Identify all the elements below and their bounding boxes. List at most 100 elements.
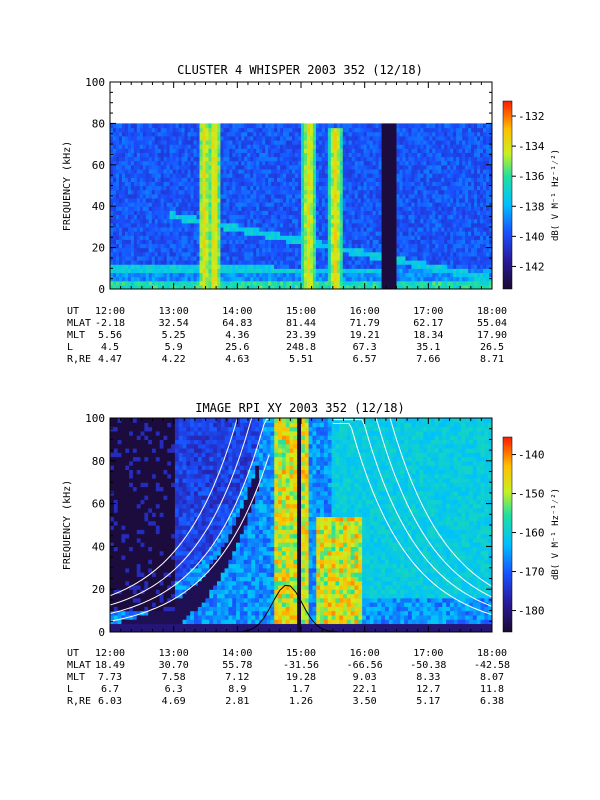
heatmap-cell bbox=[151, 247, 156, 253]
heatmap-cell bbox=[324, 284, 329, 289]
heatmap-cell bbox=[318, 206, 323, 211]
heatmap-cell bbox=[193, 197, 198, 203]
heatmap-cell bbox=[450, 173, 454, 178]
heatmap-cell bbox=[238, 247, 242, 253]
heatmap-cell bbox=[190, 144, 195, 149]
heatmap-cell bbox=[339, 206, 344, 211]
heatmap-cell bbox=[127, 156, 132, 162]
heatmap-cell bbox=[405, 189, 410, 195]
heatmap-cell bbox=[399, 127, 404, 133]
heatmap-cell bbox=[211, 206, 216, 211]
heatmap-cell bbox=[160, 156, 165, 162]
heatmap-cell bbox=[157, 152, 162, 158]
heatmap-cell bbox=[306, 214, 311, 220]
heatmap-cell bbox=[112, 264, 117, 269]
heatmap-cell bbox=[118, 189, 123, 195]
heatmap-cell bbox=[244, 160, 248, 166]
heatmap-cell bbox=[265, 276, 269, 282]
heatmap-cell bbox=[145, 226, 150, 232]
heatmap-cell bbox=[432, 268, 436, 274]
heatmap-cell bbox=[474, 239, 478, 245]
heatmap-cell bbox=[411, 164, 415, 170]
heatmap-cell bbox=[166, 206, 171, 211]
heatmap-cell bbox=[265, 226, 269, 232]
heatmap-cell bbox=[115, 268, 120, 274]
heatmap-cell bbox=[205, 144, 210, 149]
heatmap-cell bbox=[292, 239, 296, 245]
heatmap-cell bbox=[363, 139, 368, 145]
heatmap-cell bbox=[283, 260, 287, 265]
heatmap-cell bbox=[130, 210, 135, 216]
heatmap-cell bbox=[435, 218, 439, 224]
heatmap-cell bbox=[208, 231, 213, 236]
heatmap-cell bbox=[402, 144, 407, 149]
heatmap-cell bbox=[411, 197, 415, 203]
heatmap-cell bbox=[244, 206, 248, 211]
heatmap-cell bbox=[360, 185, 365, 191]
heatmap-cell bbox=[121, 280, 126, 286]
heatmap-cell bbox=[274, 152, 278, 158]
heatmap-cell bbox=[283, 272, 287, 278]
heatmap-cell bbox=[181, 264, 186, 269]
heatmap-cell bbox=[247, 127, 251, 133]
heatmap-cell bbox=[369, 197, 374, 203]
heatmap-cell bbox=[163, 206, 168, 211]
heatmap-cell bbox=[142, 276, 147, 282]
heatmap-cell bbox=[241, 181, 245, 187]
heatmap-cell bbox=[429, 235, 433, 240]
heatmap-cell bbox=[378, 276, 383, 282]
heatmap-cell bbox=[169, 284, 174, 289]
heatmap-cell bbox=[295, 268, 299, 274]
heatmap-cell bbox=[315, 127, 320, 133]
heatmap-cell bbox=[432, 144, 436, 149]
heatmap-cell bbox=[384, 193, 389, 199]
heatmap-cell bbox=[205, 206, 210, 211]
heatmap-cell bbox=[268, 226, 272, 232]
heatmap-cell bbox=[345, 123, 350, 129]
heatmap-cell bbox=[148, 177, 153, 182]
heatmap-cell bbox=[265, 255, 269, 261]
heatmap-cell bbox=[139, 235, 144, 240]
heatmap-cell bbox=[327, 177, 332, 182]
heatmap-cell bbox=[247, 152, 251, 158]
heatmap-cell bbox=[396, 280, 401, 286]
heatmap-cell bbox=[112, 189, 117, 195]
heatmap-cell bbox=[315, 173, 320, 178]
heatmap-cell bbox=[187, 276, 192, 282]
heatmap-cell bbox=[271, 206, 275, 211]
heatmap-cell bbox=[330, 268, 335, 274]
heatmap-cell bbox=[348, 284, 353, 289]
heatmap-cell bbox=[411, 148, 415, 153]
heatmap-cell bbox=[450, 152, 454, 158]
heatmap-cell bbox=[214, 156, 219, 162]
heatmap-cell bbox=[217, 181, 222, 187]
heatmap-cell bbox=[268, 156, 272, 162]
heatmap-cell bbox=[196, 222, 201, 228]
heatmap-cell bbox=[145, 148, 150, 153]
heatmap-cell bbox=[136, 268, 141, 274]
heatmap-cell bbox=[426, 272, 430, 278]
heatmap-cell bbox=[435, 202, 439, 207]
heatmap-cell bbox=[387, 210, 392, 216]
heatmap-cell bbox=[375, 210, 380, 216]
heatmap-cell bbox=[280, 168, 284, 174]
heatmap-cell bbox=[333, 173, 338, 178]
heatmap-cell bbox=[118, 152, 123, 158]
heatmap-cell bbox=[250, 168, 254, 174]
heatmap-cell bbox=[301, 189, 305, 195]
heatmap-cell bbox=[432, 222, 436, 228]
heatmap-cell bbox=[175, 202, 180, 207]
heatmap-cell bbox=[184, 144, 189, 149]
heatmap-cell bbox=[124, 139, 129, 145]
heatmap-cell bbox=[327, 222, 332, 228]
heatmap-cell bbox=[274, 222, 278, 228]
heatmap-cell bbox=[432, 164, 436, 170]
heatmap-cell bbox=[259, 135, 263, 141]
heatmap-cell bbox=[414, 181, 418, 187]
heatmap-cell bbox=[453, 135, 457, 141]
heatmap-cell bbox=[295, 243, 299, 249]
heatmap-cell bbox=[241, 131, 245, 137]
heatmap-cell bbox=[390, 264, 395, 269]
heatmap-cell bbox=[390, 181, 395, 187]
heatmap-cell bbox=[253, 260, 257, 265]
